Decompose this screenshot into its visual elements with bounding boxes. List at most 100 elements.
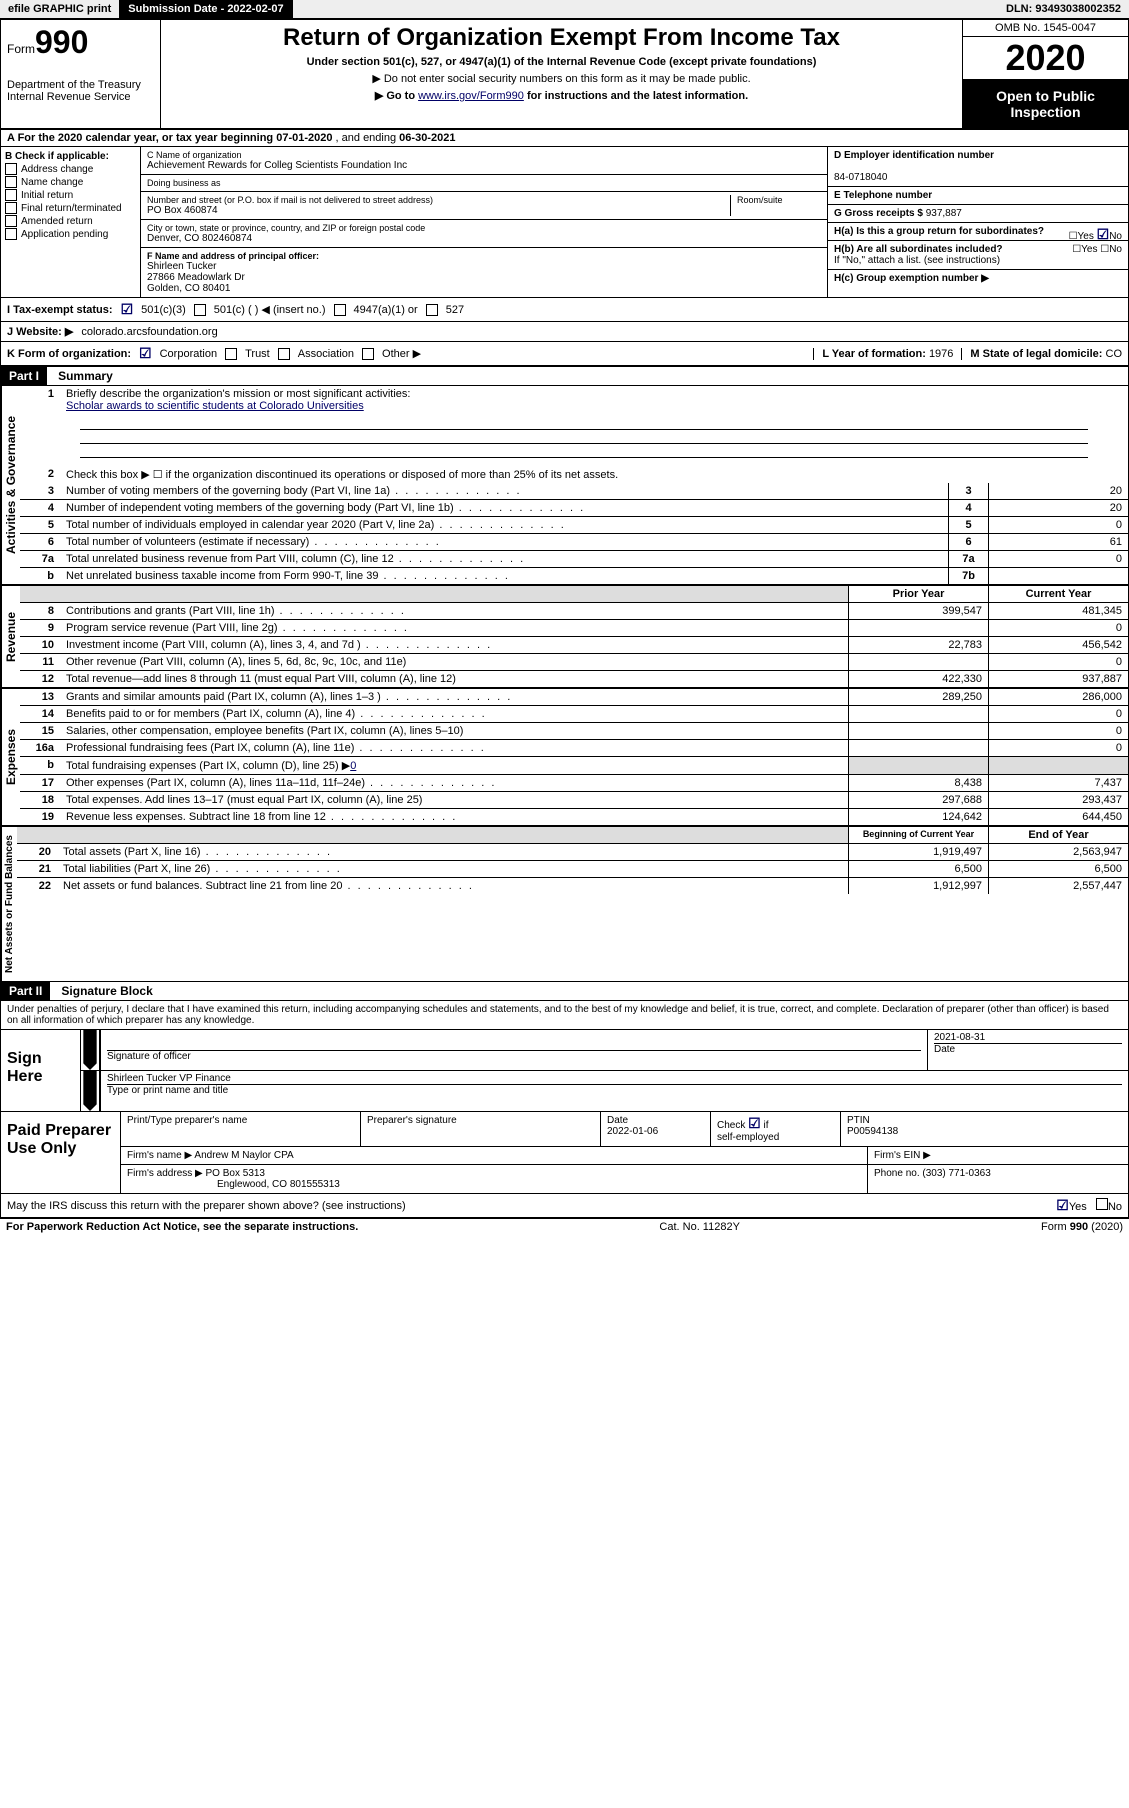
l1-desc: Briefly describe the organization's miss… [60,386,1128,414]
irs-link[interactable]: www.irs.gov/Form990 [418,90,524,102]
l3-box: 3 [948,483,988,499]
officer: Shirleen Tucker 27866 Meadowlark Dr Gold… [147,261,821,294]
l15-cy: 0 [988,723,1128,739]
form-subtitle: Under section 501(c), 527, or 4947(a)(1)… [167,56,956,68]
j-label: J Website: ▶ [7,325,73,338]
sig-date: 2021-08-31 [934,1032,1122,1043]
l7a-val: 0 [988,551,1128,567]
section-governance: Activities & Governance 1 Briefly descri… [1,386,1128,586]
check-icon: ☑ [121,301,134,318]
l3-val: 20 [988,483,1128,499]
prep-row-1: Print/Type preparer's name Preparer's si… [121,1112,1128,1147]
ln7a: 7a [20,551,60,567]
l5-val: 0 [988,517,1128,533]
prep-h3: Date [607,1115,628,1126]
l10-cy: 456,542 [988,637,1128,653]
city-cell: City or town, state or province, country… [141,220,827,248]
l14-cy: 0 [988,706,1128,722]
checkbox-icon [334,304,346,316]
prep-h1: Print/Type preparer's name [121,1112,361,1146]
l17: Other expenses (Part IX, column (A), lin… [60,775,848,791]
net-lines: Beginning of Current Year End of Year 20… [17,827,1128,981]
org-form-row: K Form of organization: ☑Corporation Tru… [1,342,1128,367]
l19: Revenue less expenses. Subtract line 18 … [60,809,848,825]
note2-pre: ▶ Go to [375,90,418,102]
summary-body: Activities & Governance 1 Briefly descri… [1,386,1128,982]
l14: Benefits paid to or for members (Part IX… [60,706,848,722]
note-link: ▶ Go to www.irs.gov/Form990 for instruct… [167,89,956,102]
section-expenses: Expenses 13Grants and similar amounts pa… [1,689,1128,827]
chk-lbl-4: Amended return [21,216,93,227]
l16b-val: 0 [350,760,356,772]
hb-label: H(b) Are all subordinates included? [834,244,1003,255]
l20-b: 1,919,497 [848,844,988,860]
header-right: OMB No. 1545-0047 2020 Open to Public In… [963,20,1128,128]
l1-text: Briefly describe the organization's miss… [66,388,410,400]
chk-name[interactable]: Name change [5,176,136,188]
chk-amended[interactable]: Amended return [5,215,136,227]
ein: 84-0718040 [834,172,887,183]
paperwork: For Paperwork Reduction Act Notice, see … [6,1221,358,1233]
part1-header: Part I Summary [1,367,1128,386]
l19-cy: 644,450 [988,809,1128,825]
rowA-pre: A For the 2020 calendar year, or tax yea… [7,132,276,144]
l12-py: 422,330 [848,671,988,687]
yes: Yes [1069,1201,1087,1213]
current-year-hdr: Current Year [988,586,1128,602]
l18-py: 297,688 [848,792,988,808]
sign-row-1: Signature of officer 2021-08-31 Date [81,1030,1128,1071]
l20: Total assets (Part X, line 16) [57,844,848,860]
chk-lbl-1: Name change [21,177,83,188]
l22: Net assets or fund balances. Subtract li… [57,878,848,894]
chk-pending[interactable]: Application pending [5,228,136,240]
chk-lbl-2: Initial return [21,190,73,201]
l3-desc: Number of voting members of the governin… [60,483,948,499]
checkbox-icon [5,215,17,227]
l-label: L Year of formation: [822,348,929,360]
chk-final[interactable]: Final return/terminated [5,202,136,214]
checkbox-icon [5,163,17,175]
header-left: Form990 Department of the Treasury Inter… [1,20,161,128]
ln1: 1 [20,386,60,414]
form-num: 990 [35,24,88,60]
chk-address[interactable]: Address change [5,163,136,175]
discuss-text: May the IRS discuss this return with the… [7,1200,406,1212]
checkbox-icon [362,348,374,360]
form-title: Return of Organization Exempt From Incom… [167,24,956,52]
street-label: Number and street (or P.O. box if mail i… [147,195,724,205]
prep-row-2: Firm's name ▶ Andrew M Naylor CPA Firm's… [121,1147,1128,1165]
prep-ptin: PTIN P00594138 [841,1112,1128,1146]
part1-hdr: Part I [1,367,47,385]
checkbox-icon [1096,1198,1108,1210]
arrow-icon [81,1030,101,1070]
ln3: 3 [20,483,60,499]
gov-lines: 1 Briefly describe the organization's mi… [20,386,1128,584]
addr1: PO Box 5313 [206,1168,265,1179]
sig-name: Shirleen Tucker VP Finance [107,1073,1122,1084]
note2-post: for instructions and the latest informat… [527,90,748,102]
l7a-desc: Total unrelated business revenue from Pa… [60,551,948,567]
tax-period-row: A For the 2020 calendar year, or tax yea… [1,130,1128,147]
chk-initial[interactable]: Initial return [5,189,136,201]
website: colorado.arcsfoundation.org [81,326,217,338]
sig-date-label: Date [934,1043,1122,1055]
d-label: D Employer identification number [834,150,994,161]
l15: Salaries, other compensation, employee b… [60,723,848,739]
prep-h5: PTIN [847,1115,870,1126]
checkbox-icon [225,348,237,360]
check-icon: ☑ [139,345,152,362]
opt-527: 527 [446,304,464,316]
net-label: Net Assets or Fund Balances [1,827,17,981]
l11-cy: 0 [988,654,1128,670]
l14-py [848,706,988,722]
l13: Grants and similar amounts paid (Part IX… [60,689,848,705]
prep-date: Date 2022-01-06 [601,1112,711,1146]
check-icon: ☑ [1056,1197,1069,1213]
exp-label: Expenses [1,689,20,825]
ha-label: H(a) Is this a group return for subordin… [834,226,1044,237]
prep-title: Paid Preparer Use Only [1,1112,121,1193]
tax-year: 2020 [963,37,1128,80]
submission-date: Submission Date - 2022-02-07 [120,0,292,18]
firm-ein: Firm's EIN ▶ [868,1147,1128,1164]
rev-label: Revenue [1,586,20,687]
